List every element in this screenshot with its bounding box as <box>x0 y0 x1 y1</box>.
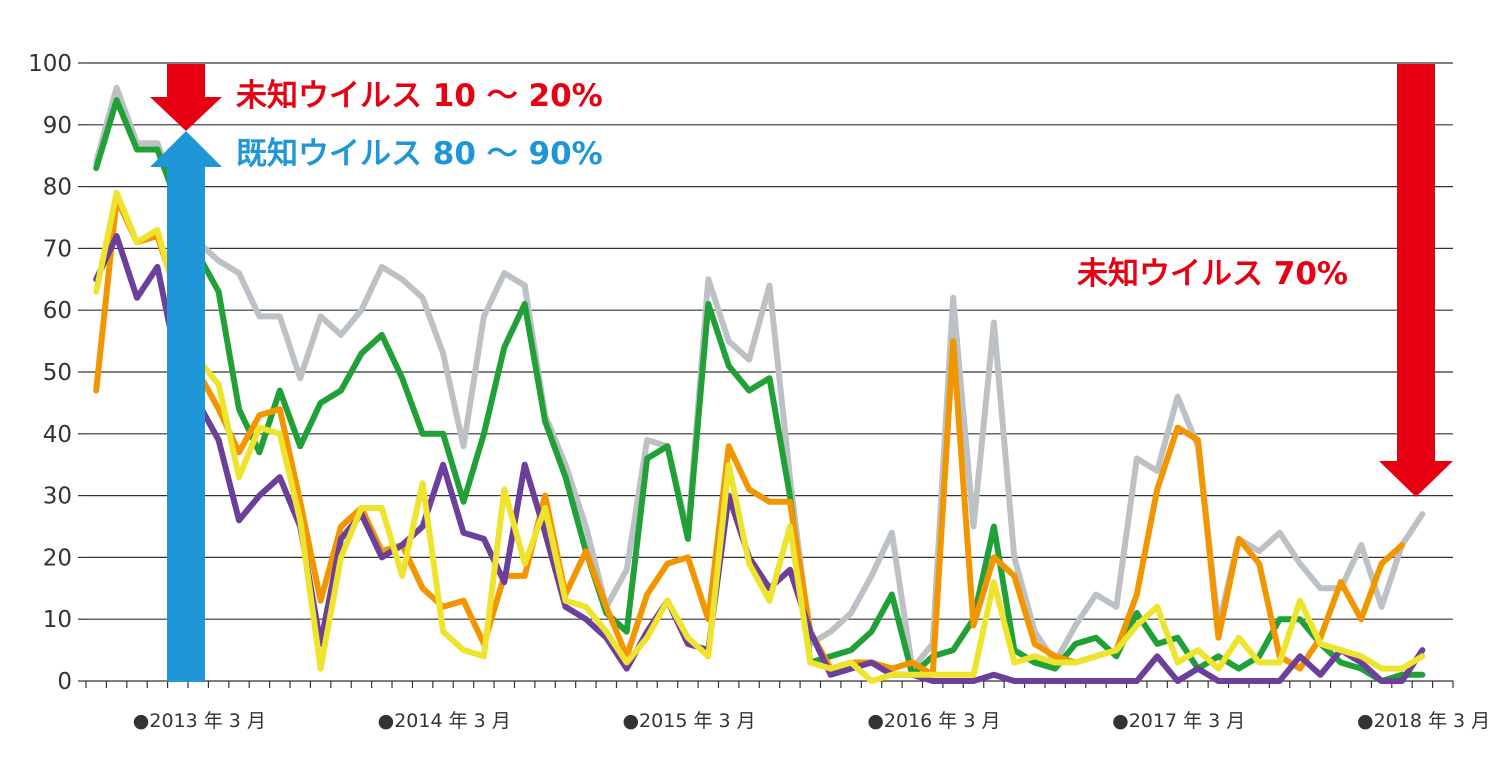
annotation-arrows <box>150 64 1453 682</box>
red-right-down-arrow-shaft <box>1397 64 1435 462</box>
y-tick-label: 60 <box>43 298 72 324</box>
red-down-arrow-shaft <box>167 64 205 98</box>
annotation-unknown-right: 未知ウイルス 70% <box>1077 256 1348 292</box>
y-tick-label: 0 <box>57 669 72 695</box>
x-tick-label: ●2017 年 3 月 <box>1112 710 1245 732</box>
y-tick-label: 100 <box>28 51 72 77</box>
x-tick-label: ●2015 年 3 月 <box>622 710 755 732</box>
x-tick-label: ●2018 年 3 月 <box>1357 710 1490 732</box>
series-line-5 <box>93 189 1426 684</box>
x-tick-label: ●2016 年 3 月 <box>867 710 1000 732</box>
y-tick-label: 10 <box>43 607 72 633</box>
y-tick-label: 80 <box>43 175 72 201</box>
y-axis-ticks: 0 10 20 30 40 50 60 70 80 90 100 <box>28 51 86 695</box>
x-axis: ●2013 年 3 月 ●2014 年 3 月 ●2015 年 3 月 ●2016 年… <box>85 681 1490 732</box>
series-lines <box>93 84 1426 684</box>
blue-up-arrow-head <box>150 131 222 167</box>
series-line-2 <box>93 97 1426 684</box>
annotation-unknown-top: 未知ウイルス 10 ～ 20% <box>236 78 603 114</box>
red-down-arrow-head <box>150 97 222 131</box>
y-tick-label: 20 <box>43 545 72 571</box>
red-right-down-arrow-head <box>1379 461 1453 497</box>
y-tick-label: 90 <box>43 113 72 139</box>
y-tick-label: 70 <box>43 236 72 262</box>
blue-up-arrow-shaft <box>167 166 205 682</box>
x-tick-label: ●2013 年 3 月 <box>133 710 266 732</box>
y-tick-label: 40 <box>43 422 72 448</box>
series-line-3 <box>93 196 1405 678</box>
annotation-known-top: 既知ウイルス 80 ～ 90% <box>236 136 603 172</box>
x-tick-label: ●2014 年 3 月 <box>378 710 511 732</box>
y-tick-label: 50 <box>43 360 72 386</box>
y-tick-label: 30 <box>43 484 72 510</box>
